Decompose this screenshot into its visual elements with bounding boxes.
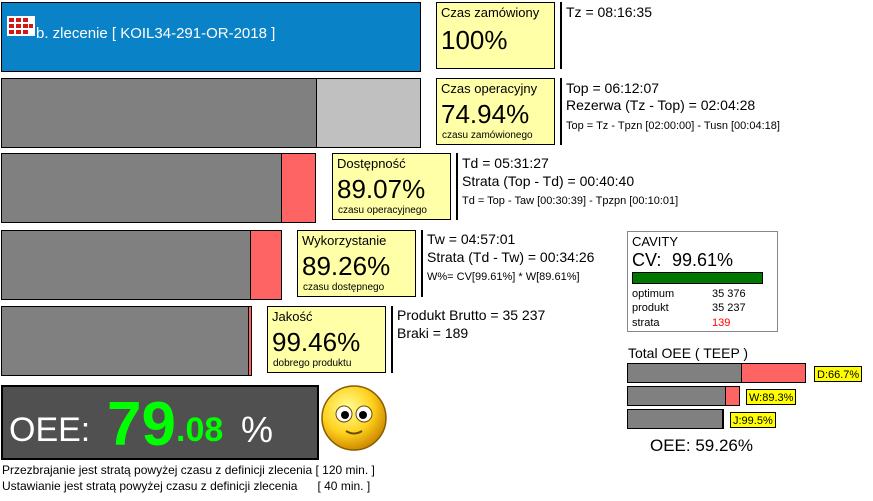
availability-formula: Td = Top - Taw [00:30:39] - Tpzpn [00:10… bbox=[462, 195, 679, 207]
availability-loss: Strata (Top - Td) = 00:40:40 bbox=[462, 173, 635, 189]
utilization-loss: Strata (Td - Tw) = 00:34:26 bbox=[427, 249, 595, 265]
utilization-box: Wykorzystanie 89.26% czasu dostępnego bbox=[297, 230, 416, 297]
divider-3 bbox=[456, 153, 458, 220]
ordered-time-box: Czas zamówiony 100% bbox=[436, 2, 555, 69]
oee-suffix: % bbox=[241, 409, 274, 450]
utilization-label: Wykorzystanie bbox=[302, 233, 387, 248]
quality-scrap: Braki = 189 bbox=[397, 325, 469, 341]
availability-fill bbox=[2, 154, 282, 222]
operational-time-value: 74.94% bbox=[441, 99, 530, 129]
divider-1 bbox=[560, 2, 562, 69]
total-oee-title: Total OEE ( TEEP ) bbox=[628, 345, 749, 361]
total-oee-bar-j-fill bbox=[628, 410, 723, 428]
cavity-produkt-value: 35 237 bbox=[712, 302, 746, 314]
operational-reserve: Rezerwa (Tz - Top) = 02:04:28 bbox=[566, 97, 756, 113]
quality-fill bbox=[2, 307, 249, 375]
utilization-sub: czasu dostępnego bbox=[303, 282, 385, 293]
cavity-cv-bar bbox=[632, 272, 763, 284]
availability-label: Dostępność bbox=[337, 156, 406, 171]
cavity-title: CAVITY bbox=[632, 234, 678, 249]
smiley-icon bbox=[320, 384, 388, 452]
operational-top: Top = 06:12:07 bbox=[566, 80, 660, 96]
order-bar: b. zlecenie [ KOIL34-291-OR-2018 ] bbox=[1, 2, 421, 72]
oee-int: 79 bbox=[107, 390, 176, 459]
quality-sub: dobrego produktu bbox=[273, 358, 352, 369]
quality-gross: Produkt Brutto = 35 237 bbox=[397, 307, 546, 323]
availability-box: Dostępność 89.07% czasu operacyjnego bbox=[332, 153, 451, 220]
utilization-bar bbox=[1, 230, 282, 300]
cavity-panel: CAVITY CV: 99.61% optimum 35 376 produkt… bbox=[627, 231, 778, 332]
availability-value: 89.07% bbox=[337, 174, 426, 204]
operational-time-bar bbox=[1, 78, 421, 148]
footer-setup-note: Ustawianie jest stratą powyżej czasu z d… bbox=[2, 479, 371, 493]
total-oee-bar-w-fill bbox=[628, 387, 726, 405]
quality-box: Jakość 99.46% dobrego produktu bbox=[267, 306, 386, 373]
total-oee-bar-j bbox=[627, 409, 724, 429]
availability-sub: czasu operacyjnego bbox=[338, 205, 427, 216]
order-grid-icon bbox=[7, 16, 35, 36]
total-oee-result: OEE: 59.26% bbox=[650, 436, 754, 455]
cavity-strata-label: strata bbox=[632, 317, 660, 329]
operational-time-sub: czasu zamówionego bbox=[442, 130, 533, 141]
operational-formula: Top = Tz - Tpzn [02:00:00] - Tusn [00:04… bbox=[566, 120, 780, 132]
utilization-value: 89.26% bbox=[302, 251, 391, 281]
divider-5 bbox=[391, 306, 393, 373]
total-oee-tag-d: D:66.7% bbox=[814, 366, 863, 382]
ordered-time-label: Czas zamówiony bbox=[441, 5, 540, 20]
ordered-time-value: 100% bbox=[441, 25, 508, 55]
total-oee-tag-j: J:99.5% bbox=[730, 412, 776, 428]
order-label: b. zlecenie [ KOIL34-291-OR-2018 ] bbox=[36, 25, 276, 42]
total-oee-bar-d-fill bbox=[628, 364, 742, 382]
availability-td: Td = 05:31:27 bbox=[462, 155, 549, 171]
operational-time-box: Czas operacyjny 74.94% czasu zamówionego bbox=[436, 78, 555, 145]
utilization-tw: Tw = 04:57:01 bbox=[427, 231, 516, 247]
availability-bar bbox=[1, 153, 316, 223]
quality-bar bbox=[1, 306, 252, 376]
total-oee-tag-w: W:89.3% bbox=[746, 389, 797, 405]
utilization-formula: W%= CV[99.61%] * W[89.61%] bbox=[427, 271, 580, 283]
cavity-cv-label: CV: bbox=[632, 250, 662, 270]
quality-value: 99.46% bbox=[272, 327, 361, 357]
quality-label: Jakość bbox=[272, 309, 313, 324]
cavity-produkt-label: produkt bbox=[632, 302, 669, 314]
oee-dec: .08 bbox=[176, 411, 224, 449]
cavity-optimum-label: optimum bbox=[632, 288, 675, 300]
total-oee-bar-w bbox=[627, 386, 740, 406]
oee-panel: OEE: 79 .08 % bbox=[1, 385, 319, 460]
cavity-cv-value: 99.61% bbox=[672, 250, 734, 270]
total-oee-bar-d bbox=[627, 363, 806, 383]
ordered-time-tz: Tz = 08:16:35 bbox=[566, 4, 653, 20]
oee-prefix: OEE: bbox=[9, 411, 91, 449]
operational-time-fill bbox=[2, 79, 317, 147]
divider-4 bbox=[421, 230, 423, 297]
operational-time-label: Czas operacyjny bbox=[441, 81, 538, 96]
cavity-optimum-value: 35 376 bbox=[712, 288, 746, 300]
cavity-strata-value: 139 bbox=[712, 317, 731, 329]
footer-changeover-note: Przezbrajanie jest stratą powyżej czasu … bbox=[2, 463, 375, 477]
utilization-fill bbox=[2, 231, 251, 299]
divider-2 bbox=[560, 78, 562, 145]
